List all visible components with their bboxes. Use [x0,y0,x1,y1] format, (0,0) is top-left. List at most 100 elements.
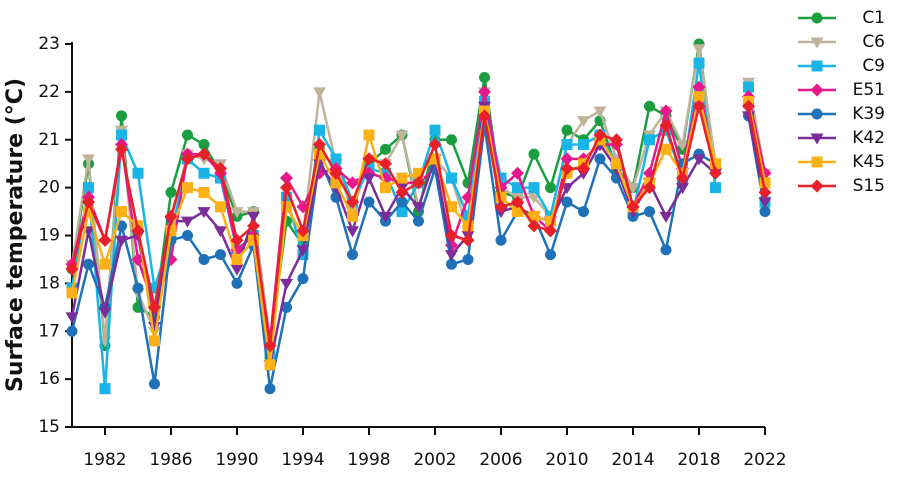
marker [693,57,705,69]
marker [758,185,772,199]
marker [149,378,160,390]
x-tick-label: 2014 [611,450,654,470]
y-axis-label: Surface temperature (°C) [3,78,28,392]
marker [214,161,227,175]
x-tick-label: 1982 [83,450,126,470]
marker [165,225,177,237]
marker [149,282,160,294]
marker [346,226,359,238]
marker [116,110,127,122]
marker [182,182,193,194]
marker [347,210,358,222]
marker [495,172,507,184]
marker [395,130,409,142]
legend-label: S15 [853,176,885,196]
series [65,99,772,353]
marker [280,171,293,185]
marker [330,153,342,165]
marker [264,359,276,371]
marker [363,196,375,208]
marker [693,91,705,103]
x-tick-label: 1994 [281,450,324,470]
marker [380,143,391,155]
marker [329,166,343,180]
marker [759,177,771,189]
marker [82,154,95,166]
marker [412,176,425,190]
marker [643,181,656,195]
marker [692,99,706,113]
marker [479,72,490,84]
marker [215,249,226,261]
marker [362,173,376,185]
y-tick-label: 23 [38,34,60,54]
marker [659,104,673,118]
marker [115,142,128,156]
marker [264,383,276,395]
marker [363,129,375,141]
marker [561,139,573,151]
marker [149,335,160,347]
marker [396,172,408,184]
marker [230,207,244,219]
marker [296,224,310,238]
marker [692,44,706,56]
marker [528,182,540,194]
legend-label: K39 [852,104,885,124]
marker [197,207,211,219]
y-tick-label: 17 [38,321,60,341]
marker [247,211,260,223]
marker [611,158,622,170]
marker [494,200,508,214]
x-tick-label: 1998 [347,450,390,470]
series-line [70,105,767,346]
marker [528,148,540,160]
marker [445,229,458,242]
marker [116,129,127,141]
x-tick-label: 2022 [743,450,786,470]
marker [83,258,94,270]
marker [198,253,210,265]
marker [811,12,823,24]
x-tick-label: 1990 [215,450,258,470]
marker [462,210,474,222]
marker [362,152,376,166]
marker [379,157,392,171]
marker [296,245,310,257]
marker [511,166,524,180]
marker [99,383,111,395]
x-tick-label: 1986 [149,450,192,470]
marker [198,186,210,198]
marker [98,233,112,247]
y-tick-label: 19 [38,226,60,246]
marker [313,87,326,99]
marker [280,278,293,290]
marker [478,85,491,99]
marker [659,118,673,132]
marker [644,100,655,112]
marker [445,250,458,262]
marker [297,273,309,285]
marker [346,176,359,190]
marker [182,129,193,141]
marker [446,258,457,270]
marker [462,253,474,265]
legend-label: C1 [862,8,885,28]
x-tick-label: 2002 [413,450,456,470]
marker [593,128,607,142]
marker [610,133,623,147]
marker [197,147,211,161]
marker [446,134,457,146]
marker [99,258,111,270]
marker [676,171,689,185]
marker [692,154,706,166]
marker [545,215,556,227]
marker [198,139,210,151]
marker [248,234,259,246]
marker [346,195,359,209]
marker [181,216,194,228]
legend-label: E51 [853,80,885,100]
marker [182,230,193,241]
marker [528,210,540,222]
